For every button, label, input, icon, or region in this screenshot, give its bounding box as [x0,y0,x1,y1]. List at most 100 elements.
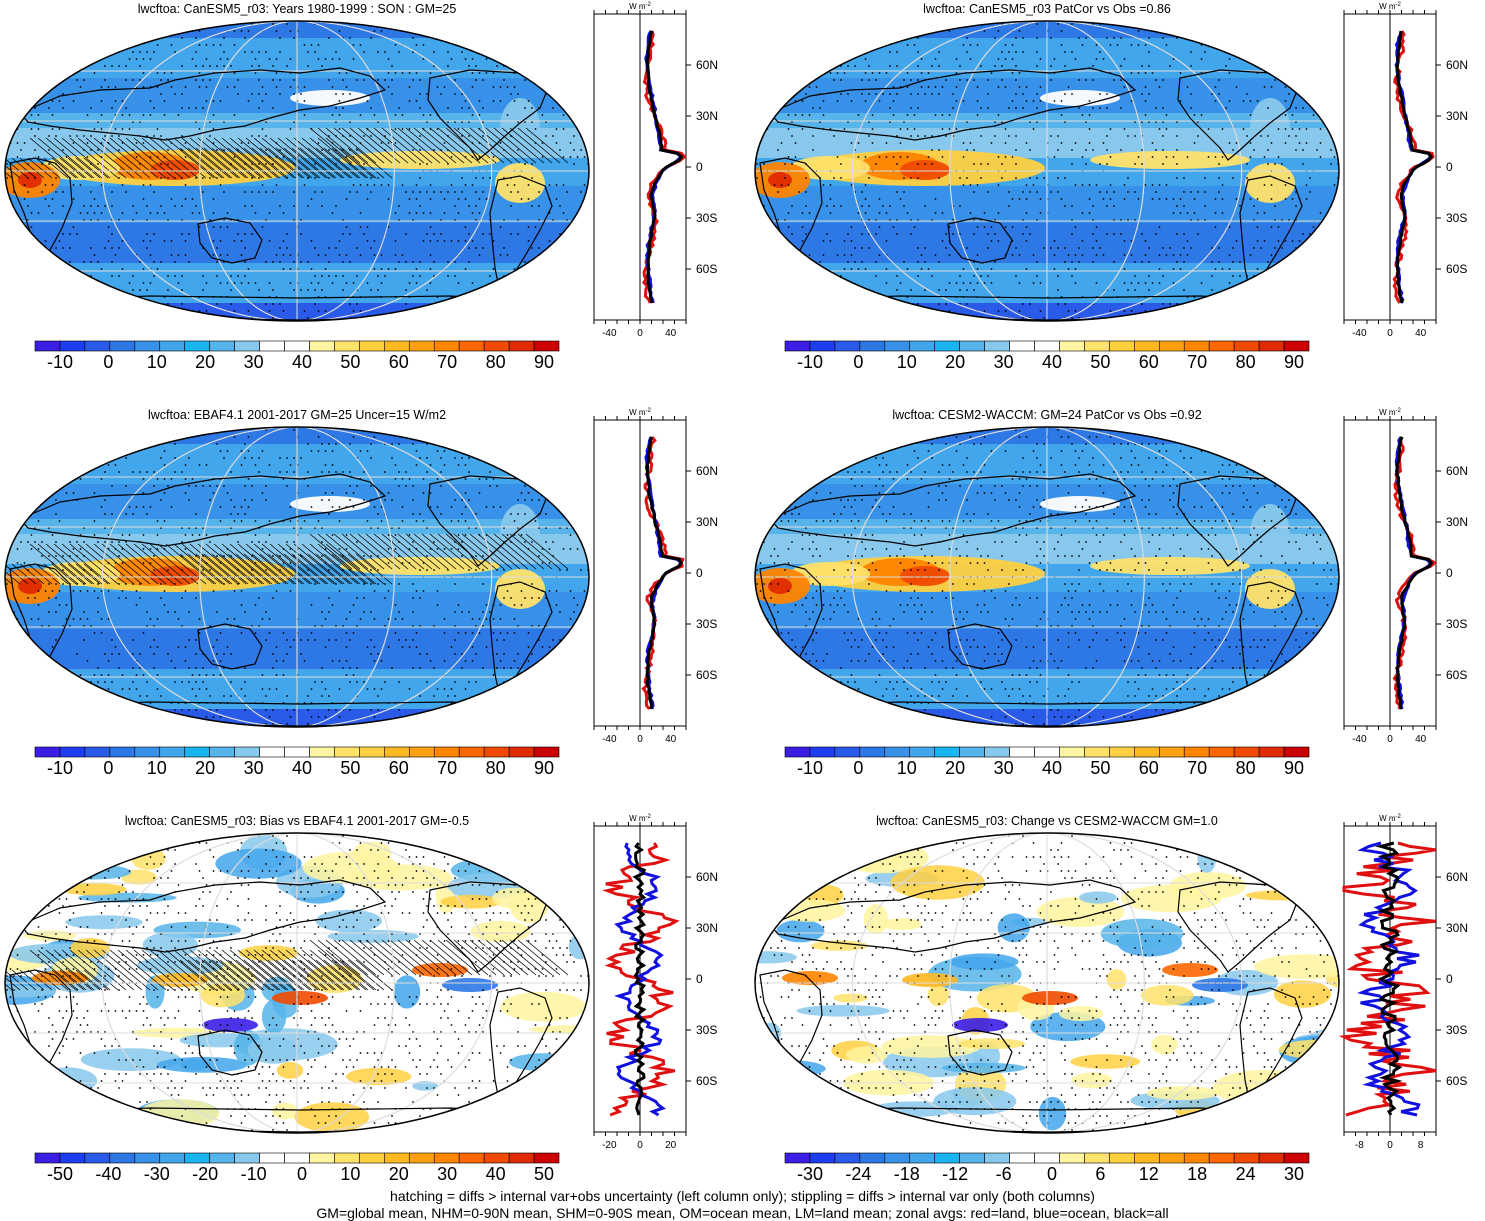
colorbar-cell [334,1152,360,1164]
colorbar-labels: -10 0 10 20 30 40 50 60 70 80 90 [784,352,1308,374]
colorbar-cell [259,1152,285,1164]
colorbar-cell [1034,746,1060,758]
colorbar-tick-label: -6 [995,1164,1012,1184]
colorbar-cell [834,746,861,758]
colorbar-cell [784,1152,811,1164]
colorbar-cell [408,746,435,758]
zonal-plot-p4: W m-2 60N 30N 0 30S 60S -40 0 40 [1343,408,1468,745]
zonal-line-all [1395,436,1434,710]
colorbar-cell [433,746,460,758]
colorbar-tick-label: -12 [942,1164,969,1184]
colorbar-tick-label: 10 [340,1164,361,1184]
colorbar-p6 [784,1152,1310,1164]
colorbar-tick-label: 20 [945,758,966,778]
colorbar-tick-label: 0 [103,758,114,778]
colorbar-cell [884,746,911,758]
colorbar-cell [109,1152,136,1164]
colorbar-cell [1233,340,1260,352]
zonal-unit-label: W m-2 [629,814,651,823]
colorbar-tick-label: 6 [1095,1164,1106,1184]
zonal-unit-label: W m-2 [629,2,651,11]
zonal-xtick-label: -8 [1355,1140,1364,1151]
colorbar-cell [408,1152,435,1164]
colorbar-cell [1009,340,1035,352]
colorbar-cell [1208,1152,1235,1164]
colorbar-cell [209,340,235,352]
colorbar-tick-label: -10 [46,352,74,372]
zonal-ytick-label: 60N [696,870,718,884]
colorbar-tick-label: 90 [1283,352,1305,372]
zonal-ytick-label: 60S [696,668,717,682]
colorbar-cell [1059,746,1085,758]
map-p2 [754,20,1340,322]
colorbar-cell [1009,1152,1035,1164]
zonal-ytick-label: 60S [1446,1074,1467,1088]
panel-change-vs-cesm2: lwcftoa: CanESM5_r03: Change vs CESM2-WA… [750,812,1485,1217]
colorbar-cell [533,746,560,758]
colorbar-tick-label: 50 [340,352,361,372]
colorbar-cell [959,1152,985,1164]
colorbar-cell [483,746,510,758]
zonal-ytick-label: 60N [696,464,718,478]
colorbar-cell [84,746,111,758]
map-p3 [4,426,590,728]
colorbar-cell [134,746,161,758]
zonal-plot-p2: W m-2 60N 30N 0 30S 60S -40 0 40 [1343,2,1468,339]
zonal-xtick-label: 0 [1387,1140,1393,1151]
colorbar-tick-label: 0 [853,758,864,778]
colorbar-p5 [34,1152,560,1164]
zonal-ytick-label: 30S [696,1023,717,1037]
zonal-plot-p6: W m-2 60N 30N 0 30S 60S -8 0 8 [1338,814,1468,1151]
zonal-xtick-label: -40 [1352,328,1367,339]
panel-cesm2-waccm: lwcftoa: CESM2-WACCM: GM=24 PatCor vs Ob… [750,406,1485,811]
colorbar-tick-label: -30 [143,1164,170,1184]
colorbar-cell [1059,1152,1085,1164]
colorbar-cell [934,1152,960,1164]
colorbar-cell [1258,340,1285,352]
colorbar-tick-label: 40 [485,1164,506,1184]
colorbar-tick-label: 60 [388,352,409,372]
colorbar-tick-label: 12 [1138,1164,1159,1184]
zonal-xtick-label: 8 [1418,1140,1424,1151]
colorbar-cell [309,746,335,758]
colorbar-cell [959,746,985,758]
colorbar-p2 [784,340,1310,352]
colorbar-tick-label: -20 [192,1164,219,1184]
colorbar-tick-label: 10 [896,352,917,372]
colorbar-cell [109,340,136,352]
colorbar-cell [458,340,485,352]
panel-title: lwcftoa: CanESM5_r03: Years 1980-1999 : … [137,2,457,16]
zonal-xtick-label: 40 [665,734,677,745]
panel-ebaf-obs: lwcftoa: EBAF4.1 2001-2017 GM=25 Uncer=1… [0,406,742,811]
colorbar-cell [1158,340,1185,352]
colorbar-tick-label: -10 [46,758,74,778]
zonal-unit-label: W m-2 [629,408,651,417]
colorbar-cell [1059,340,1085,352]
colorbar-cell [109,746,136,758]
colorbar-cell [533,1152,560,1164]
colorbar-cell [309,1152,335,1164]
colorbar-cell [34,746,61,758]
colorbar-tick-label: 40 [291,352,313,372]
colorbar-tick-label: 0 [1046,1164,1058,1184]
colorbar-tick-label: -10 [796,352,824,372]
colorbar-labels: -10 0 10 20 30 40 50 60 70 80 90 [784,758,1308,780]
colorbar-cell [134,1152,161,1164]
zonal-ytick-label: 60N [1446,464,1468,478]
colorbar-cell [1109,1152,1135,1164]
colorbar-tick-label: 20 [388,1164,409,1184]
zonal-xtick-label: -20 [602,1140,617,1151]
colorbar-cell [909,1152,936,1164]
panel-title: lwcftoa: CanESM5_r03: Bias vs EBAF4.1 20… [124,814,470,828]
zonal-line-all [1375,841,1403,1116]
zonal-line-ocean [1356,841,1421,1117]
colorbar-cell [84,340,111,352]
colorbar-cell [384,340,410,352]
zonal-xtick-label: 0 [637,328,643,339]
zonal-ytick-label: 30N [1446,921,1468,935]
colorbar-cell [483,1152,510,1164]
colorbar-tick-label: 0 [103,352,114,372]
colorbar-cell [508,746,535,758]
zonal-ytick-label: 30S [1446,617,1467,631]
colorbar-cell [234,746,260,758]
